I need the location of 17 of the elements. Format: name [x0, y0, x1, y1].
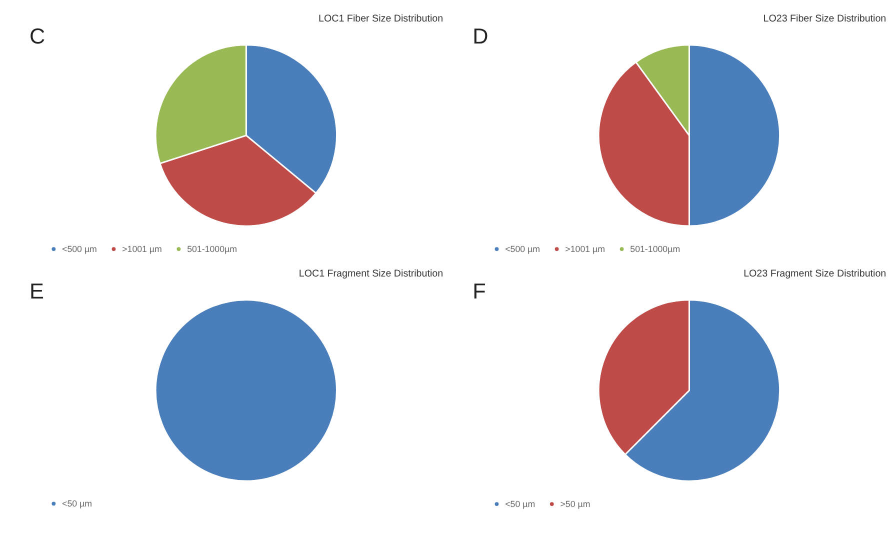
- legend-label: <500 µm: [62, 244, 97, 254]
- legend-label: 501-1000µm: [630, 244, 680, 254]
- text: LO23 Fiber Size Distribution: [763, 14, 886, 25]
- legend-label: >1001 µm: [122, 244, 162, 254]
- text: LOC1 Fragment Size Distribution: [298, 268, 444, 280]
- text: LO23 Fragment Size Distribution: [744, 268, 886, 280]
- text: F: [472, 278, 486, 304]
- text: LOC1 Fiber Size Distribution: [318, 14, 444, 25]
- text: C: [30, 23, 46, 48]
- legend-label: <50 µm: [505, 499, 536, 510]
- legend-label: 501-1000µm: [187, 244, 238, 254]
- text: E: [30, 278, 44, 304]
- text: D: [472, 23, 488, 48]
- legend-label: <50 µm: [62, 498, 92, 509]
- legend-label: >1001 µm: [565, 244, 606, 254]
- legend-label: >50 µm: [560, 499, 590, 510]
- legend-label: <500 µm: [505, 244, 540, 254]
